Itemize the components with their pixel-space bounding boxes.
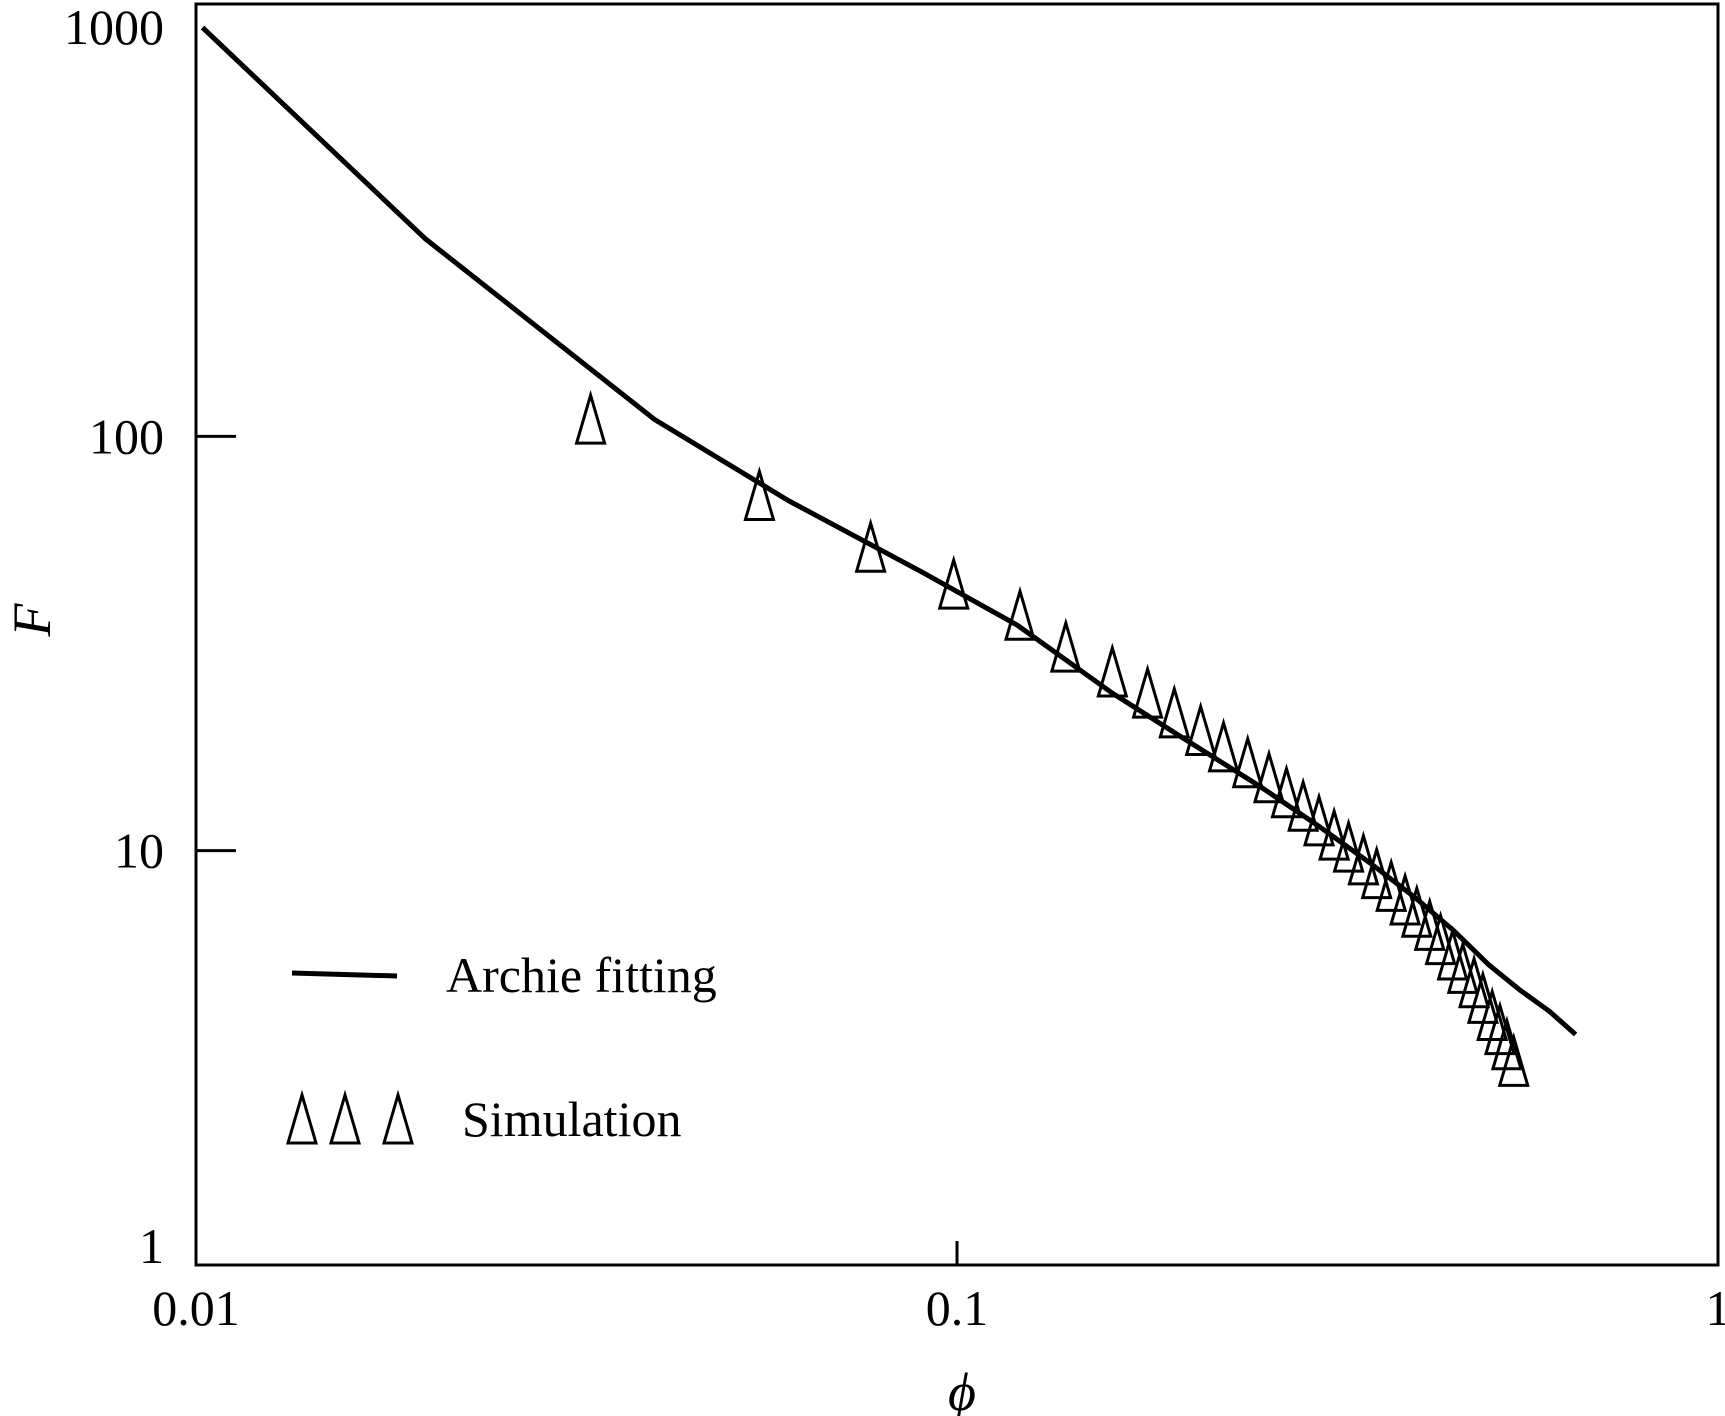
simulation-point bbox=[1158, 683, 1191, 739]
simulation-point bbox=[1252, 748, 1285, 804]
simulation-point bbox=[1096, 642, 1129, 698]
x-axis-title: ϕ bbox=[948, 1362, 976, 1416]
y-tick-label: 1000 bbox=[64, 0, 164, 55]
legend-marker-swatches bbox=[286, 1089, 414, 1145]
legend-triangle-marker bbox=[382, 1089, 414, 1145]
simulation-point bbox=[1483, 1000, 1516, 1056]
legend-triangle-marker bbox=[329, 1089, 361, 1145]
y-tick-label: 1 bbox=[139, 1218, 164, 1274]
simulation-point bbox=[1360, 844, 1393, 900]
simulation-point bbox=[1318, 805, 1351, 861]
y-axis-title: F bbox=[2, 603, 62, 638]
y-tick-label: 10 bbox=[114, 823, 164, 879]
series-layer bbox=[200, 25, 1578, 1087]
simulation-point bbox=[854, 517, 887, 573]
simulation-point bbox=[1049, 617, 1082, 673]
plot-area-frame bbox=[194, 2, 1720, 1267]
y-tick-label: 100 bbox=[89, 408, 164, 464]
legend: Archie fitting Simulation bbox=[286, 947, 717, 1147]
simulation-point bbox=[1497, 1032, 1530, 1087]
simulation-point bbox=[1184, 701, 1217, 756]
legend-label-archie-fitting: Archie fitting bbox=[446, 947, 717, 1003]
legend-triangle-marker bbox=[286, 1089, 318, 1145]
simulation-point bbox=[1231, 733, 1264, 789]
simulation-point bbox=[937, 554, 970, 610]
simulation-point bbox=[1375, 857, 1408, 912]
x-tick-label: 0.01 bbox=[152, 1280, 240, 1336]
simulation-point bbox=[743, 466, 776, 521]
simulation-point bbox=[1476, 986, 1509, 1042]
simulation-point bbox=[1287, 776, 1320, 832]
tick-layer: 0.01 0.1 1 1 10 100 1000 bbox=[64, 0, 1725, 1336]
simulation-point bbox=[1490, 1015, 1523, 1071]
simulation-point bbox=[1270, 763, 1303, 819]
legend-label-simulation: Simulation bbox=[462, 1091, 681, 1147]
simulation-point bbox=[1332, 817, 1365, 873]
x-tick-label: 0.1 bbox=[926, 1280, 989, 1336]
simulation-point bbox=[1400, 882, 1433, 938]
simulation-point bbox=[1347, 830, 1380, 886]
simulation-point bbox=[1302, 791, 1335, 847]
simulation-point bbox=[1207, 717, 1240, 773]
simulation-point bbox=[1131, 663, 1164, 719]
simulation-point bbox=[574, 389, 607, 445]
legend-line-swatch bbox=[291, 970, 398, 979]
x-tick-label: 1 bbox=[1706, 1280, 1725, 1336]
simulation-point bbox=[1003, 585, 1036, 641]
simulation-point bbox=[1424, 910, 1457, 966]
